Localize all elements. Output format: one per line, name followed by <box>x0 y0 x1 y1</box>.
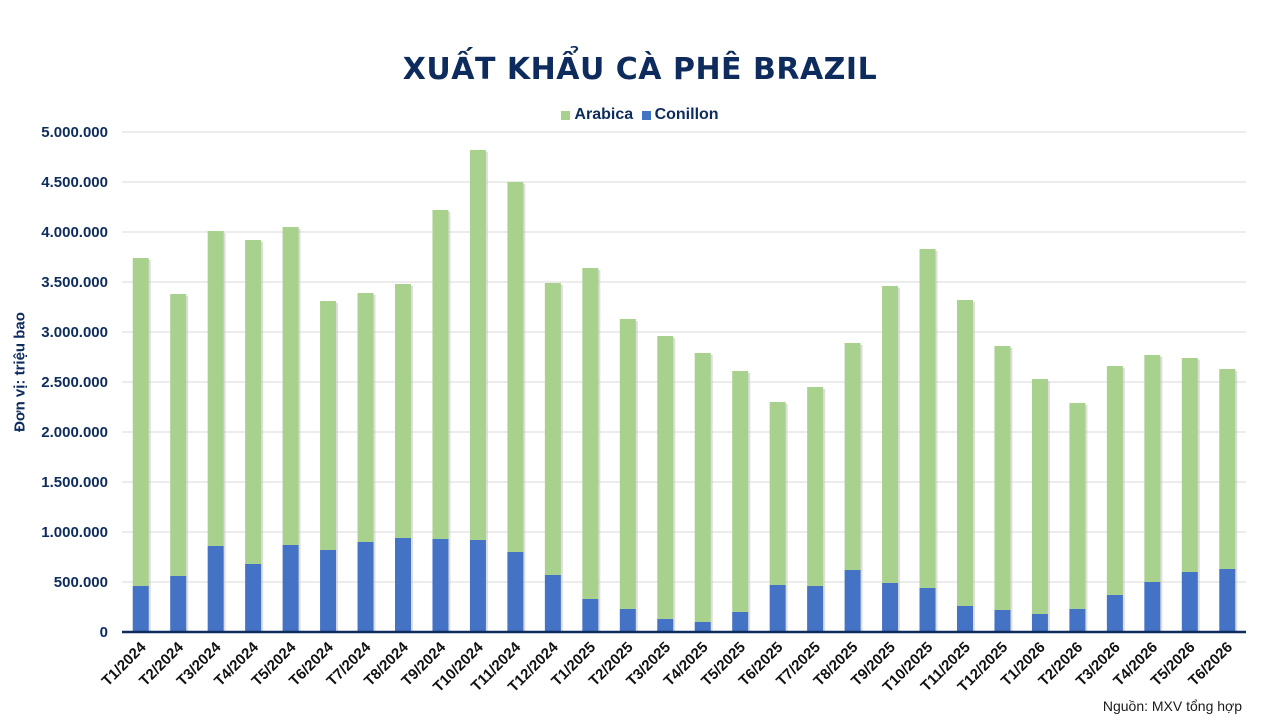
bar-arabica <box>432 210 449 539</box>
bar-conillon <box>882 583 899 632</box>
bar-arabica <box>357 293 374 542</box>
bar-arabica <box>732 371 749 612</box>
bar-conillon <box>170 576 187 632</box>
y-tick-label: 0 <box>100 624 108 641</box>
bar-conillon <box>395 538 411 632</box>
bar-conillon <box>1219 569 1236 632</box>
bar-arabica <box>1144 355 1161 582</box>
bar-arabica <box>882 286 899 583</box>
bar-conillon <box>1031 614 1048 632</box>
bar-arabica <box>1031 379 1048 614</box>
bar-arabica <box>919 249 936 588</box>
bar-conillon <box>844 570 861 632</box>
bar-arabica <box>1069 403 1086 609</box>
bar-arabica <box>245 240 262 564</box>
bar-arabica <box>544 283 561 575</box>
bar-arabica <box>694 353 711 622</box>
bar-arabica <box>807 387 824 586</box>
bar-arabica <box>844 343 861 570</box>
bar-conillon <box>245 564 262 632</box>
bar-arabica <box>282 227 299 545</box>
bar-conillon <box>357 542 374 632</box>
chart-title: XUẤT KHẨU CÀ PHÊ BRAZIL <box>402 52 878 87</box>
bar-conillon <box>657 619 674 632</box>
bar-arabica <box>132 258 149 586</box>
bar-conillon <box>432 539 449 632</box>
bar-conillon <box>919 588 936 632</box>
bar-conillon <box>694 622 711 632</box>
bar-arabica <box>507 182 524 552</box>
bar-arabica <box>469 150 486 540</box>
bar-arabica <box>582 268 599 599</box>
bar-conillon <box>282 545 299 632</box>
bar-arabica <box>320 301 337 550</box>
bar-conillon <box>544 575 561 632</box>
y-tick-label: 2.500.000 <box>41 374 108 391</box>
bar-conillon <box>132 586 149 632</box>
bar-conillon <box>957 606 973 632</box>
y-tick-label: 3.500.000 <box>41 274 108 291</box>
legend-swatch-arabica <box>561 110 571 120</box>
bar-arabica <box>207 231 224 546</box>
bar-arabica <box>170 294 187 576</box>
bar-conillon <box>732 612 749 632</box>
bar-conillon <box>1181 572 1198 632</box>
bar-conillon <box>207 546 224 632</box>
bar-arabica <box>769 402 786 585</box>
bar-conillon <box>1106 595 1123 632</box>
y-tick-label: 5.000.000 <box>41 124 108 141</box>
y-tick-label: 2.000.000 <box>41 424 108 441</box>
y-tick-label: 3.000.000 <box>41 324 108 341</box>
legend-item-conillon: Conillon <box>641 106 719 124</box>
y-tick-label: 500.000 <box>54 574 108 591</box>
legend-swatch-conillon <box>641 110 651 120</box>
y-tick-label: 4.000.000 <box>41 224 108 241</box>
y-tick-label: 1.000.000 <box>41 524 108 541</box>
bar-conillon <box>1069 609 1086 632</box>
bar-conillon <box>769 585 786 632</box>
bar-conillon <box>807 586 824 632</box>
legend: Arabica Conillon <box>0 106 1280 125</box>
bar-arabica <box>994 346 1011 610</box>
bar-arabica <box>1106 366 1123 595</box>
bar-conillon <box>582 599 599 632</box>
bar-conillon <box>507 552 524 632</box>
bar-conillon <box>994 610 1011 632</box>
bar-conillon <box>469 540 486 632</box>
bar-conillon <box>320 550 337 632</box>
bar-arabica <box>657 336 674 619</box>
bar-arabica <box>395 284 411 538</box>
bar-conillon <box>1144 582 1161 632</box>
legend-item-arabica: Arabica <box>561 106 633 124</box>
legend-label-arabica: Arabica <box>574 106 634 123</box>
y-tick-label: 1.500.000 <box>41 474 108 491</box>
source-note: Nguồn: MXV tổng hợp <box>1102 698 1242 714</box>
bar-arabica <box>1181 358 1198 572</box>
bar-arabica <box>1219 369 1236 569</box>
bar-conillon <box>619 609 636 632</box>
y-tick-label: 4.500.000 <box>41 174 108 191</box>
bar-arabica <box>619 319 636 609</box>
legend-label-conillon: Conillon <box>654 106 719 123</box>
bar-arabica <box>957 300 973 606</box>
